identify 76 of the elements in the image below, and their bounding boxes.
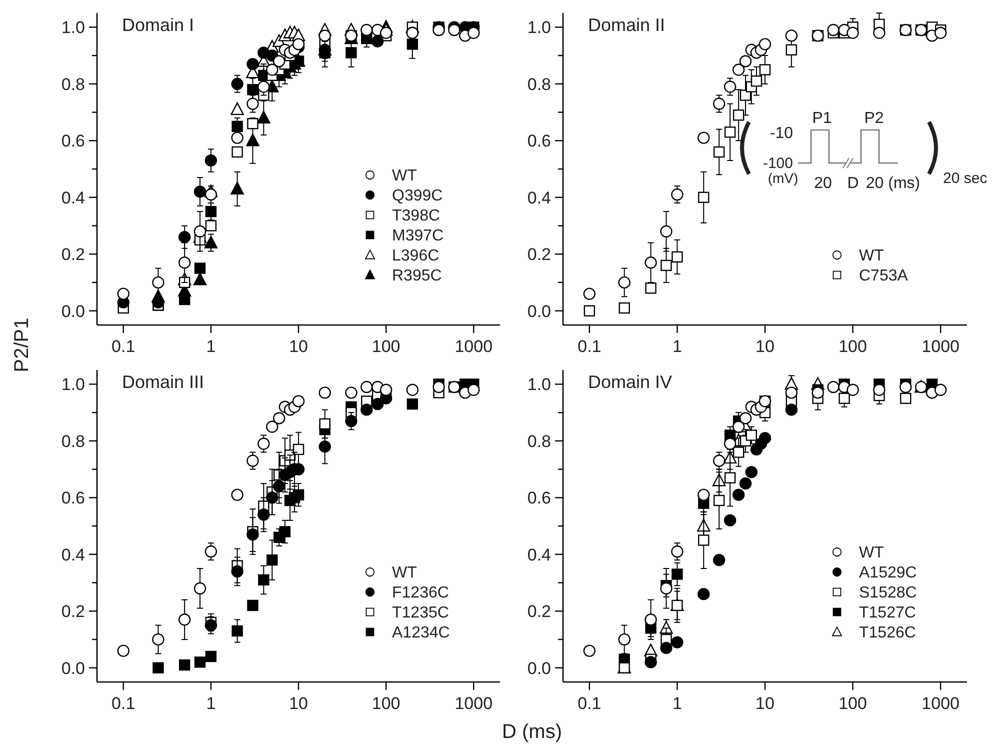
- legend-label: WT: [392, 564, 418, 582]
- y-tick-label: 0.2: [61, 602, 85, 622]
- x-tick-label: 100: [838, 694, 867, 713]
- y-tick-label: 1.0: [527, 18, 551, 38]
- x-tick-label: 1000: [922, 337, 960, 356]
- y-tick-label: 0.4: [527, 545, 551, 564]
- chart-title: Domain I: [122, 15, 194, 36]
- y-tick-label: 0.6: [527, 132, 551, 151]
- y-tick-label: 0.6: [527, 488, 551, 508]
- x-tick-label: 1000: [922, 694, 960, 713]
- x-tick-label: 1000: [454, 694, 493, 713]
- legend-label: R395C: [392, 268, 442, 285]
- legend-label: T1527C: [859, 604, 916, 622]
- y-tick-label: 0.0: [61, 658, 85, 678]
- annotation: P1: [812, 110, 832, 127]
- x-tick-label: 10: [289, 337, 308, 356]
- legend-label: T1526C: [859, 624, 916, 642]
- annotation: 20: [814, 175, 832, 192]
- y-axis-title: P2/P1: [11, 318, 33, 372]
- x-tick-label: 1: [672, 694, 682, 713]
- x-tick-label: 10: [756, 694, 774, 713]
- x-tick-label: 1: [206, 694, 216, 713]
- legend-label: S1528C: [859, 584, 917, 602]
- chart-title: Domain IV: [588, 372, 672, 392]
- legend-label: T1235C: [392, 604, 449, 622]
- annotation: 20 (ms): [866, 175, 920, 192]
- y-tick-label: 0.4: [61, 188, 85, 208]
- y-tick-label: 0.2: [527, 245, 551, 264]
- x-tick-label: 10: [289, 694, 308, 713]
- legend-label: F1236C: [392, 584, 449, 602]
- legend-label: L396C: [392, 248, 440, 265]
- chart-title: Domain III: [122, 372, 204, 392]
- annotation: -100: [762, 155, 793, 172]
- y-tick-label: 0.0: [527, 658, 551, 678]
- annotation: (mV): [768, 170, 798, 186]
- y-tick-label: 1.0: [61, 375, 85, 394]
- annotation: P2: [864, 110, 884, 127]
- x-tick-label: 0.1: [112, 694, 136, 713]
- y-tick-label: 0.8: [61, 74, 85, 94]
- x-axis-title: D (ms): [502, 721, 562, 743]
- legend-label: WT: [859, 248, 884, 265]
- x-tick-label: 100: [372, 337, 400, 356]
- x-tick-label: 100: [838, 337, 867, 356]
- y-tick-label: 0.8: [527, 74, 551, 94]
- x-tick-label: 100: [372, 694, 400, 713]
- annotation: -10: [770, 125, 794, 142]
- x-tick-label: 0.1: [578, 694, 602, 713]
- legend-label: A1234C: [392, 624, 450, 642]
- y-tick-label: 0.2: [61, 245, 85, 264]
- y-tick-label: 0.2: [527, 602, 551, 622]
- legend-label: WT: [392, 168, 418, 185]
- legend-label: WT: [859, 544, 884, 562]
- legend-label: Q399C: [392, 188, 443, 205]
- y-tick-label: 0.6: [61, 132, 85, 151]
- y-tick-label: 0.8: [61, 432, 85, 451]
- legend-label: M397C: [392, 228, 444, 245]
- legend-label: T398C: [392, 208, 440, 225]
- y-tick-label: 0.6: [61, 488, 85, 508]
- x-tick-label: 0.1: [578, 337, 602, 356]
- y-tick-label: 1.0: [527, 375, 551, 394]
- annotation: 20 sec: [943, 170, 988, 187]
- x-tick-label: 1: [206, 337, 216, 356]
- annotation: D: [847, 175, 859, 192]
- y-tick-label: 1.0: [61, 18, 85, 38]
- y-tick-label: 0.4: [527, 188, 551, 208]
- x-tick-label: 1000: [454, 337, 493, 356]
- x-tick-label: 1: [672, 337, 682, 356]
- x-tick-label: 0.1: [112, 337, 136, 356]
- y-tick-label: 0.0: [61, 302, 85, 321]
- y-tick-label: 0.0: [527, 302, 551, 321]
- legend-label: C753A: [859, 268, 908, 285]
- chart-title: Domain II: [588, 15, 666, 36]
- x-tick-label: 10: [756, 337, 774, 356]
- legend-label: A1529C: [859, 564, 917, 582]
- y-tick-label: 0.8: [527, 432, 551, 451]
- y-tick-label: 0.4: [61, 545, 85, 564]
